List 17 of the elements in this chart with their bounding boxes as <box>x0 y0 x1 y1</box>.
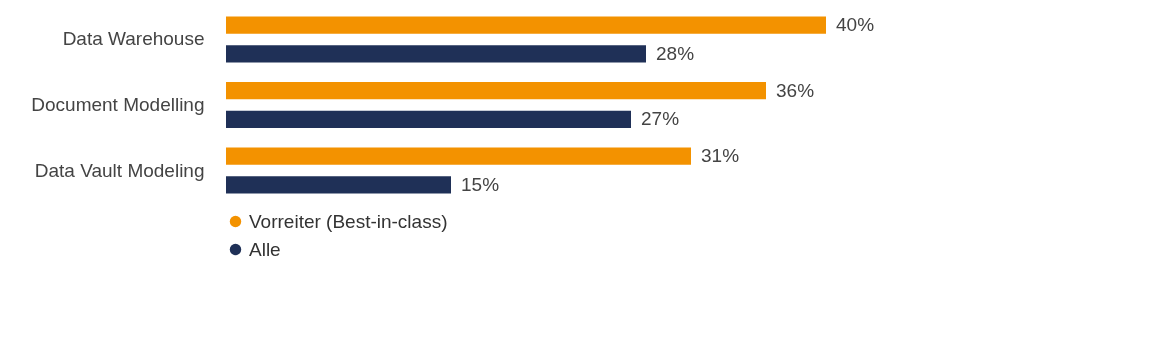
y-tick-label: Data Vault Modeling <box>34 159 205 181</box>
bar <box>226 147 691 165</box>
bar <box>226 45 646 63</box>
legend-label: Vorreiter (Best-in-class) <box>249 210 448 232</box>
data-label: 31% <box>701 145 740 167</box>
bar <box>226 176 451 194</box>
bar <box>226 82 766 100</box>
data-label: 40% <box>836 14 875 36</box>
data-label: 36% <box>776 79 815 101</box>
data-label: 15% <box>461 173 500 195</box>
bar <box>226 16 826 34</box>
bar <box>226 110 631 128</box>
y-tick-label: Document Modelling <box>31 94 205 115</box>
data-label: 27% <box>641 108 680 130</box>
legend-label: Alle <box>249 238 281 260</box>
y-tick-label: Data Warehouse <box>62 28 205 50</box>
data-label: 28% <box>656 42 695 64</box>
